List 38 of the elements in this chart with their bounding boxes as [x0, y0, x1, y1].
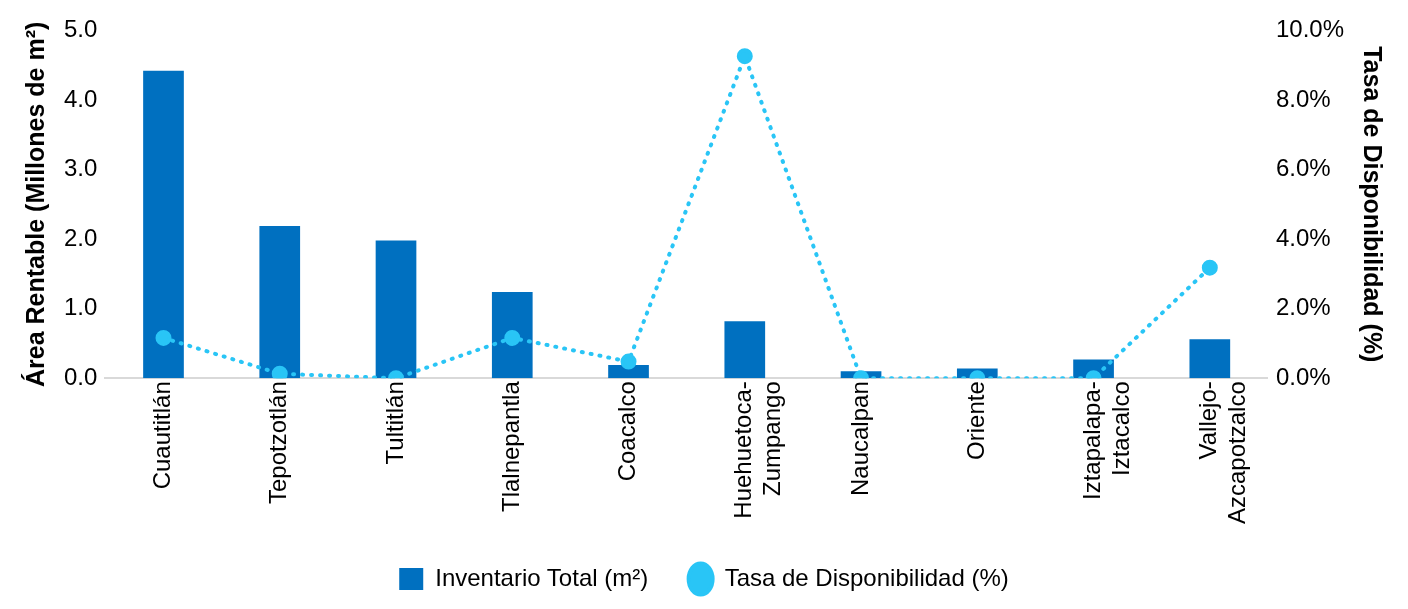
x-tick-label: Iztapalapa-Iztacalco: [1078, 381, 1134, 500]
x-tick-label: Vallejo-Azcapotzalco: [1194, 381, 1251, 524]
y-tick-label: 4.0: [63, 84, 98, 112]
bar: [1189, 339, 1231, 379]
x-tick-label: Tultitlán: [380, 381, 408, 465]
y-tick-label: 2.0: [63, 223, 98, 251]
x-tick-label: Tlalnepantla: [496, 380, 524, 513]
y2-tick-label: 8.0%: [1275, 84, 1331, 112]
bar: [608, 365, 649, 379]
x-tick-label: Naucalpan: [845, 381, 873, 496]
point: [1201, 259, 1218, 276]
y2-axis-title: Tasa de Disponibilidad (%): [1359, 46, 1388, 363]
x-tick-label: Tepotzotlán: [264, 381, 292, 505]
y-tick-label: 1.0: [63, 293, 98, 321]
y2-tick-label: 0.0%: [1275, 362, 1331, 390]
bar: [259, 225, 301, 379]
point: [736, 48, 753, 65]
legend-label: Tasa de Disponibilidad (%): [724, 563, 1009, 591]
point: [504, 329, 521, 346]
y-tick-label: 5.0: [63, 15, 98, 43]
legend-label: Inventario Total (m²): [435, 563, 649, 591]
y2-tick-label: 4.0%: [1275, 223, 1331, 251]
x-tick-label: Huehuetoca-Zumpango: [729, 381, 786, 519]
x-tick-label: Cuautitlán: [148, 381, 176, 490]
y-tick-label: 0.0: [63, 362, 98, 390]
y-axis-title: Área Rentable (Millones de m²): [20, 21, 49, 388]
x-tick-label: Coacalco: [613, 381, 641, 482]
x-tick-label: Oriente: [961, 381, 989, 460]
y-tick-label: 3.0: [63, 154, 98, 182]
point: [271, 365, 288, 379]
point: [155, 329, 172, 346]
bar: [491, 291, 533, 379]
bar: [143, 70, 184, 379]
bar: [724, 321, 766, 379]
y2-tick-label: 6.0%: [1275, 154, 1331, 182]
y2-tick-label: 10.0%: [1275, 15, 1345, 43]
bar: [375, 240, 417, 379]
y2-tick-label: 2.0%: [1275, 293, 1331, 321]
